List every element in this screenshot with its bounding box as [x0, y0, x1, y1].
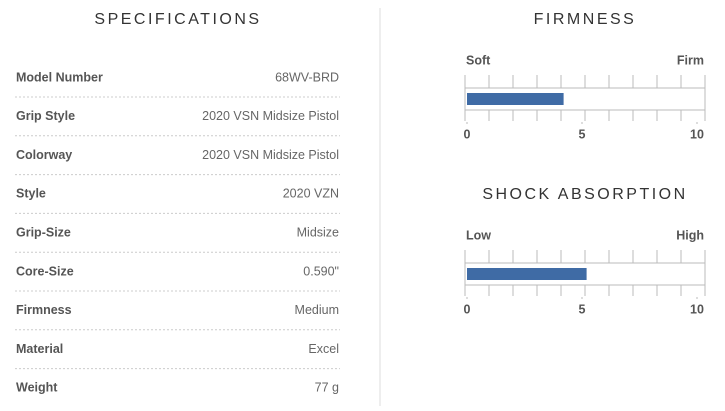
tick-label: 5 [579, 127, 586, 141]
gauge-high-label: Firm [677, 53, 704, 67]
spec-label: Style [16, 187, 46, 201]
spec-label: Model Number [16, 70, 103, 84]
spec-label: Colorway [16, 148, 72, 162]
gauge-low-label: Low [466, 228, 491, 242]
spec-value: 68WV-BRD [275, 70, 339, 84]
gauge-high-label: High [676, 228, 704, 242]
spec-value: 2020 VZN [283, 187, 339, 201]
gauge-bar [467, 268, 587, 280]
gauge-low-label: Soft [466, 53, 491, 67]
spec-label: Material [16, 342, 63, 356]
tick-label: 10 [690, 127, 704, 141]
tick-label: 0 [464, 127, 471, 141]
spec-label: Firmness [16, 303, 72, 317]
spec-value: 77 g [315, 381, 339, 395]
gauge-bar [467, 93, 564, 105]
spec-label: Grip Style [16, 109, 75, 123]
spec-value: 2020 VSN Midsize Pistol [202, 109, 339, 123]
spec-label: Core-Size [16, 264, 74, 278]
spec-label: Weight [16, 381, 58, 395]
spec-value: Excel [308, 342, 339, 356]
tick-label: 5 [579, 302, 586, 316]
specs-title: SPECIFICATIONS [94, 11, 261, 28]
spec-label: Grip-Size [16, 225, 71, 239]
tick-label: 0 [464, 302, 471, 316]
spec-value: 2020 VSN Midsize Pistol [202, 148, 339, 162]
gauge-title: FIRMNESS [534, 11, 637, 28]
gauge-title: SHOCK ABSORPTION [482, 186, 687, 203]
spec-value: Midsize [297, 225, 339, 239]
tick-label: 10 [690, 302, 704, 316]
spec-value: 0.590" [303, 264, 339, 278]
spec-value: Medium [295, 303, 339, 317]
